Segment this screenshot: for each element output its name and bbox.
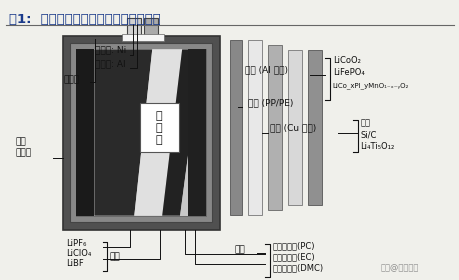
- Text: 正极 (Al 箔上): 正极 (Al 箔上): [245, 65, 287, 74]
- Text: 溶剂: 溶剂: [235, 245, 245, 254]
- Bar: [144, 18, 158, 38]
- Text: LiClO₄: LiClO₄: [67, 249, 92, 258]
- Bar: [188, 50, 206, 216]
- Bar: [127, 18, 141, 38]
- Text: 碳酸乙烯酯(EC): 碳酸乙烯酯(EC): [272, 252, 315, 262]
- Text: 图1:  电解液是锂离子电池四大主材之一: 图1: 电解液是锂离子电池四大主材之一: [9, 13, 160, 26]
- Text: LiBF: LiBF: [67, 259, 84, 268]
- Polygon shape: [180, 50, 206, 216]
- Bar: [70, 43, 212, 221]
- Text: 电
解
液: 电 解 液: [156, 111, 162, 145]
- Text: Si/C: Si/C: [360, 130, 376, 139]
- Text: 头条@未来智库: 头条@未来智库: [380, 263, 418, 272]
- Text: 绝缘片: 绝缘片: [63, 75, 79, 84]
- Bar: [76, 50, 94, 216]
- Bar: [62, 36, 219, 230]
- Text: LiCo_xPl_yMnO₁₋ₓ₋ᵧO₂: LiCo_xPl_yMnO₁₋ₓ₋ᵧO₂: [332, 82, 408, 89]
- Polygon shape: [76, 50, 94, 216]
- Bar: [307, 50, 321, 205]
- Bar: [287, 50, 301, 205]
- Text: LiCoO₂: LiCoO₂: [332, 56, 360, 66]
- Text: 负极 (Cu 箔上): 负极 (Cu 箔上): [269, 123, 315, 132]
- Text: LiPF₆: LiPF₆: [67, 239, 87, 248]
- Bar: [76, 50, 206, 216]
- Text: 石墨: 石墨: [360, 118, 370, 127]
- Polygon shape: [162, 50, 202, 216]
- Text: 铝塑
包装膜: 铝塑 包装膜: [16, 137, 32, 157]
- Bar: [122, 34, 164, 41]
- Bar: [247, 41, 261, 215]
- Bar: [94, 50, 188, 216]
- Text: 隔膜 (PP/PE): 隔膜 (PP/PE): [247, 98, 293, 107]
- Text: 碳酸二甲酯(DMC): 碳酸二甲酯(DMC): [272, 263, 323, 272]
- Bar: [267, 45, 281, 210]
- Bar: [230, 41, 241, 215]
- Text: 碳酸丙烯酯(PC): 碳酸丙烯酯(PC): [272, 241, 315, 250]
- Bar: [188, 50, 206, 216]
- Polygon shape: [134, 50, 182, 216]
- Text: 负极耳: Ni: 负极耳: Ni: [95, 45, 126, 54]
- Text: Li₄Ti₅O₁₂: Li₄Ti₅O₁₂: [360, 142, 394, 151]
- Text: 正极耳: Al: 正极耳: Al: [95, 59, 126, 68]
- Text: LiFePO₄: LiFePO₄: [332, 68, 364, 77]
- Text: 溶质: 溶质: [109, 252, 120, 261]
- FancyBboxPatch shape: [140, 103, 179, 152]
- Polygon shape: [94, 50, 152, 216]
